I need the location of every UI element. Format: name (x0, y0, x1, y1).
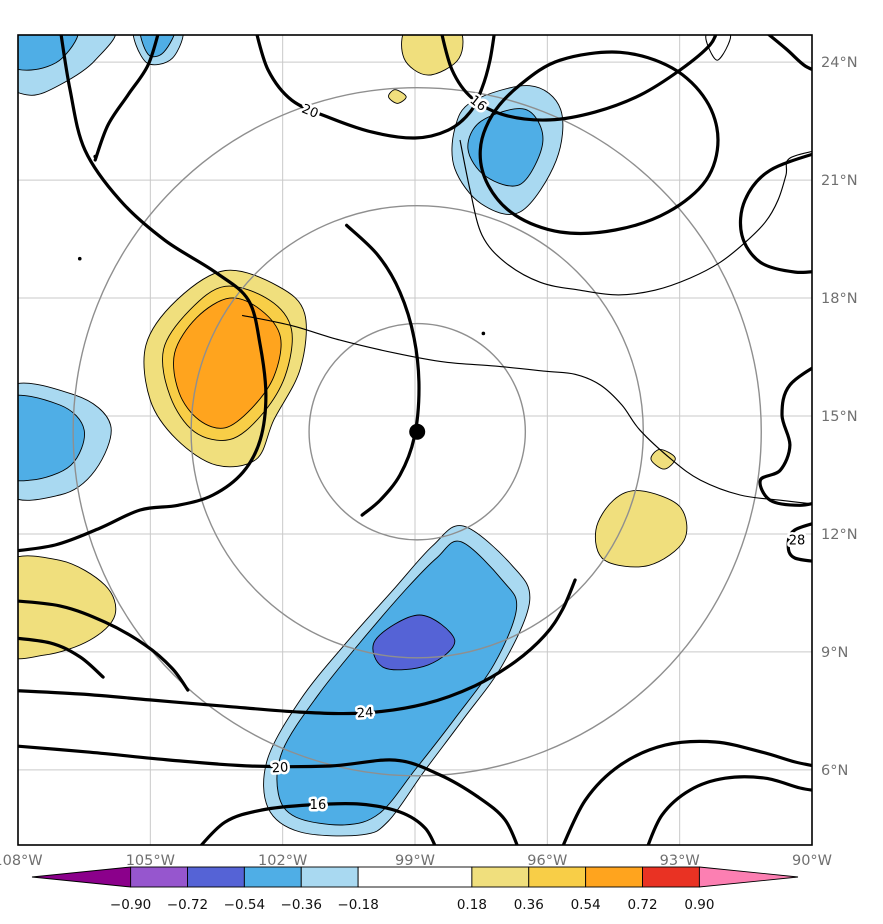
range-ring (72, 86, 762, 777)
colorbar-tick-label: −0.18 (337, 897, 378, 913)
contour-inline-label: 20 (271, 761, 288, 777)
plot-border (17, 34, 813, 846)
colorbar-under-arrow (31, 866, 132, 888)
filled-region (276, 540, 518, 826)
thick-contour (18, 744, 519, 845)
thick-contour (255, 35, 496, 140)
y-tick-label: 6°N (821, 763, 848, 779)
x-tick-label: 108°W (0, 853, 43, 869)
colorbar-segment (357, 866, 473, 888)
thick-contour (93, 35, 160, 162)
colorbar-over-arrow (698, 866, 799, 888)
thick-contour (199, 801, 437, 845)
colorbar-segment (130, 866, 188, 888)
filled-region (594, 490, 688, 568)
x-tick-label: 105°W (126, 853, 175, 869)
filled-region (140, 35, 175, 58)
colorbar-tick-label: 0.90 (684, 897, 714, 913)
y-tick-label: 12°N (821, 527, 858, 543)
colorbar-segment (585, 866, 643, 888)
colorbar-segment (243, 866, 302, 888)
island-mark (481, 331, 486, 336)
plot-area (18, 35, 812, 845)
colorbar-segment (300, 866, 359, 888)
island-mark (93, 154, 97, 159)
thin-contour (705, 35, 732, 61)
thick-contour (561, 739, 812, 845)
thick-contour (786, 522, 812, 563)
colorbar-tick-label: −0.90 (110, 897, 151, 913)
thick-contour (18, 636, 105, 679)
y-tick-label: 24°N (821, 55, 858, 71)
colorbar-tick-label: −0.54 (224, 897, 265, 913)
colorbar-tick-label: 0.72 (627, 897, 657, 913)
filled-region (388, 89, 407, 104)
thick-contour (18, 35, 268, 553)
colorbar-segment (187, 866, 245, 888)
filled-region (173, 297, 282, 429)
y-tick-label: 21°N (821, 173, 858, 189)
storm-center-marker (409, 423, 426, 440)
colorbar-tick-label: 0.36 (514, 897, 544, 913)
x-tick-label: 102°W (258, 853, 307, 869)
filled-region (18, 394, 85, 482)
colorbar-tick-label: −0.72 (167, 897, 208, 913)
range-ring (190, 204, 644, 659)
colorbar-tick-label: 0.18 (457, 897, 487, 913)
thick-contour (18, 599, 190, 692)
thick-contour (440, 35, 718, 122)
filled-region (650, 448, 676, 470)
thick-contour (758, 366, 812, 507)
filled-region (401, 35, 464, 76)
x-tick-label: 90°W (792, 853, 832, 869)
thick-contour (766, 35, 812, 72)
coastline (241, 314, 812, 505)
thick-contour (18, 578, 577, 716)
colorbar-tick-label: −0.36 (281, 897, 322, 913)
y-tick-label: 9°N (821, 645, 848, 661)
x-tick-label: 96°W (527, 853, 567, 869)
island-mark (77, 256, 82, 261)
x-tick-label: 93°W (660, 853, 700, 869)
thick-contour (345, 223, 421, 517)
thick-contour (646, 775, 812, 845)
contour-inline-label: 24 (356, 705, 374, 721)
contour-inline-label: 28 (789, 533, 806, 548)
contour-inline-label: 16 (310, 798, 327, 813)
thick-contour (738, 152, 812, 275)
y-tick-label: 18°N (821, 291, 858, 307)
thick-contour (478, 50, 720, 235)
range-ring (308, 322, 527, 541)
y-tick-label: 15°N (821, 409, 858, 425)
colorbar-segment (528, 866, 587, 888)
colorbar-segment (471, 866, 530, 888)
colorbar-tick-label: 0.54 (571, 897, 601, 913)
colorbar-segment (642, 866, 700, 888)
coastline (459, 139, 812, 296)
x-tick-label: 99°W (395, 853, 435, 869)
